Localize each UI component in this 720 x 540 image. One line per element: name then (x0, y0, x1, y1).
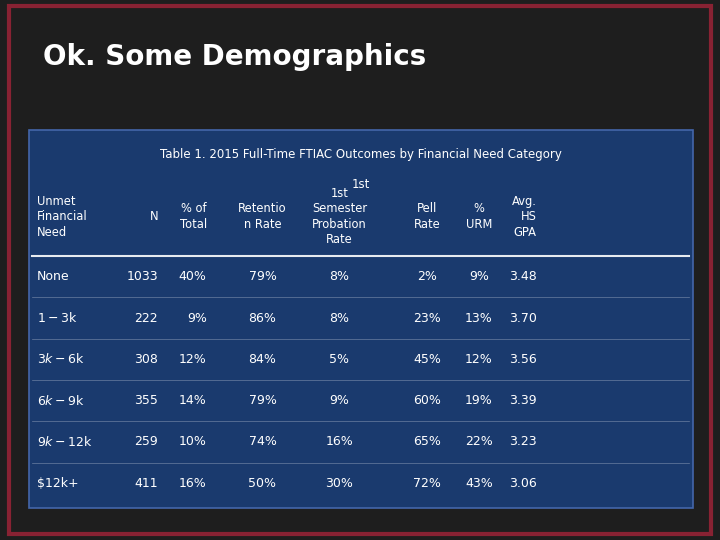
Text: 84%: 84% (248, 353, 276, 366)
Text: 222: 222 (135, 312, 158, 325)
Text: $3k-$6k: $3k-$6k (37, 353, 84, 367)
Text: 1st: 1st (351, 178, 370, 191)
Text: 9%: 9% (186, 312, 207, 325)
Text: 3.06: 3.06 (509, 477, 536, 490)
Text: 1st
Semester
Probation
Rate: 1st Semester Probation Rate (312, 187, 367, 246)
Text: 30%: 30% (325, 477, 354, 490)
Text: 12%: 12% (465, 353, 492, 366)
Text: 60%: 60% (413, 394, 441, 407)
Text: 8%: 8% (330, 312, 349, 325)
Text: Ok. Some Demographics: Ok. Some Demographics (43, 43, 426, 71)
Text: 40%: 40% (179, 271, 207, 284)
Text: 308: 308 (135, 353, 158, 366)
Text: N: N (150, 210, 158, 223)
Text: 355: 355 (135, 394, 158, 407)
Text: 74%: 74% (248, 435, 276, 448)
Text: 86%: 86% (248, 312, 276, 325)
Text: Unmet
Financial
Need: Unmet Financial Need (37, 194, 87, 239)
Text: 2%: 2% (417, 271, 437, 284)
Text: $9k-$12k: $9k-$12k (37, 435, 92, 449)
Text: 411: 411 (135, 477, 158, 490)
Text: $1-$3k: $1-$3k (37, 311, 77, 325)
Text: % of
Total: % of Total (179, 202, 207, 231)
Text: 43%: 43% (465, 477, 492, 490)
Text: 13%: 13% (465, 312, 492, 325)
Text: 16%: 16% (325, 435, 354, 448)
Text: 19%: 19% (465, 394, 492, 407)
Text: 45%: 45% (413, 353, 441, 366)
Text: 79%: 79% (248, 271, 276, 284)
Text: 9%: 9% (330, 394, 349, 407)
Text: $6k-$9k: $6k-$9k (37, 394, 84, 408)
Text: 3.48: 3.48 (509, 271, 536, 284)
Text: 3.56: 3.56 (509, 353, 536, 366)
Text: 14%: 14% (179, 394, 207, 407)
Text: 3.23: 3.23 (509, 435, 536, 448)
Text: Pell
Rate: Pell Rate (414, 202, 441, 231)
Text: 79%: 79% (248, 394, 276, 407)
Text: 50%: 50% (248, 477, 276, 490)
Text: 3.70: 3.70 (509, 312, 536, 325)
Text: Avg.
HS
GPA: Avg. HS GPA (512, 194, 536, 239)
Text: $12k+: $12k+ (37, 477, 78, 490)
FancyBboxPatch shape (29, 130, 693, 508)
Text: 72%: 72% (413, 477, 441, 490)
Text: 8%: 8% (330, 271, 349, 284)
Text: None: None (37, 271, 69, 284)
Text: 22%: 22% (465, 435, 492, 448)
Text: Retentio
n Rate: Retentio n Rate (238, 202, 287, 231)
Text: Table 1. 2015 Full-Time FTIAC Outcomes by Financial Need Category: Table 1. 2015 Full-Time FTIAC Outcomes b… (160, 147, 562, 161)
Text: 5%: 5% (330, 353, 349, 366)
Text: 12%: 12% (179, 353, 207, 366)
Text: 9%: 9% (469, 271, 489, 284)
Text: %
URM: % URM (466, 202, 492, 231)
Text: 259: 259 (135, 435, 158, 448)
Text: 3.39: 3.39 (509, 394, 536, 407)
Text: 10%: 10% (179, 435, 207, 448)
Text: 1033: 1033 (127, 271, 158, 284)
Text: 23%: 23% (413, 312, 441, 325)
Text: 16%: 16% (179, 477, 207, 490)
Text: 65%: 65% (413, 435, 441, 448)
